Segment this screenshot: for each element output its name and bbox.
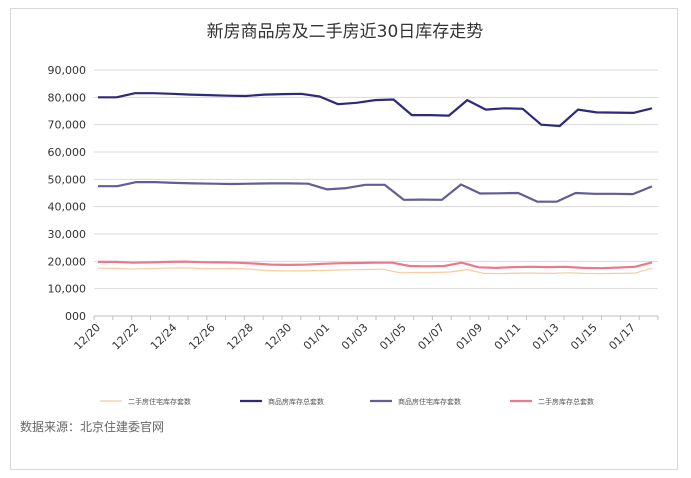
- x-tick-label: 01/11: [492, 321, 524, 353]
- legend-label: 商品房库存总套数: [268, 397, 324, 406]
- y-tick-label: 60,000: [48, 146, 87, 159]
- x-tick-label: 12/22: [110, 321, 142, 353]
- x-tick-label: 01/09: [454, 321, 486, 353]
- legend-label: 二手房住宅库存套数: [128, 397, 191, 406]
- x-tick-label: 12/24: [148, 321, 180, 353]
- x-axis-tickmarks: [93, 316, 659, 320]
- chart-title: 新房商品房及二手房近30日库存走势: [207, 22, 484, 42]
- y-tick-label: 10,000: [48, 283, 87, 296]
- y-tick-label: 40,000: [48, 201, 87, 214]
- y-tick-label: 90,000: [48, 64, 87, 77]
- x-tick-label: 12/20: [72, 321, 104, 353]
- x-tick-label: 12/30: [263, 321, 295, 353]
- series-group: [97, 92, 653, 275]
- x-tick-label: 01/01: [301, 321, 333, 353]
- x-tick-label: 01/17: [606, 321, 638, 353]
- y-tick-label: 30,000: [48, 228, 87, 241]
- x-tick-label: 01/03: [339, 321, 371, 353]
- x-tick-label: 01/13: [530, 321, 562, 353]
- y-tick-label: 000: [65, 310, 86, 323]
- x-tick-label: 12/26: [186, 321, 218, 353]
- legend: 二手房住宅库存套数 商品房库存总套数 商品房住宅库存套数 二手房库存总套数: [100, 397, 594, 406]
- x-tick-label: 01/05: [377, 321, 409, 353]
- series-line-1: [98, 92, 653, 128]
- legend-label: 商品房住宅库存套数: [398, 397, 461, 406]
- x-tick-label: 01/15: [568, 321, 600, 353]
- legend-label: 二手房库存总套数: [538, 397, 594, 406]
- y-tick-label: 20,000: [48, 255, 87, 268]
- x-axis-ticks: 12/20 12/22 12/24 12/26 12/28 12/30 01/01 01/03…: [72, 321, 639, 353]
- series-line-2: [98, 181, 653, 203]
- series-line-0: [97, 267, 653, 275]
- x-tick-label: 12/28: [224, 321, 256, 353]
- y-axis-ticks: 000 10,000 20,000 30,000 40,000 50,000 60,000 7…: [48, 64, 87, 323]
- series-line-3: [98, 260, 653, 270]
- y-tick-label: 50,000: [48, 173, 87, 186]
- chart-frame: [10, 8, 678, 470]
- x-tick-label: 01/07: [415, 321, 447, 353]
- y-tick-label: 80,000: [48, 91, 87, 104]
- source-note: 数据来源：北京住建委官网: [20, 419, 164, 434]
- y-tick-label: 70,000: [48, 119, 87, 132]
